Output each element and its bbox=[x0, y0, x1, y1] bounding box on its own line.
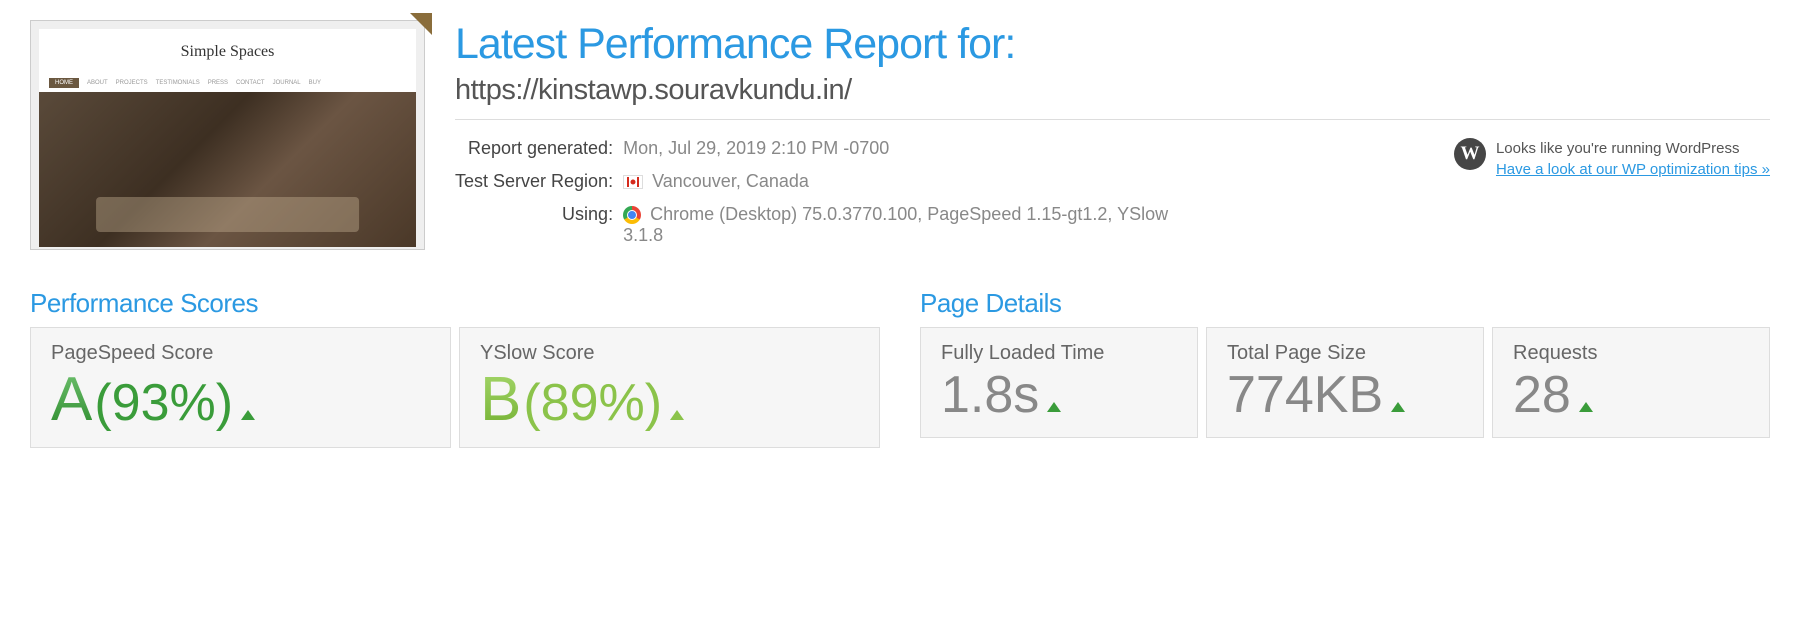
yslow-label: YSlow Score bbox=[480, 342, 859, 365]
requests-value: 28 bbox=[1513, 369, 1571, 421]
thumb-nav-about: ABOUT bbox=[87, 80, 108, 86]
size-label: Total Page Size bbox=[1227, 342, 1463, 365]
wordpress-icon: W bbox=[1454, 138, 1486, 170]
region-label: Test Server Region: bbox=[455, 171, 623, 204]
loaded-label: Fully Loaded Time bbox=[941, 342, 1177, 365]
thumb-nav-buy: BUY bbox=[309, 80, 321, 86]
thumb-nav-journal: JOURNAL bbox=[273, 80, 301, 86]
yslow-card[interactable]: YSlow Score B (89%) bbox=[459, 327, 880, 448]
site-thumbnail[interactable]: Simple Spaces HOME ABOUT PROJECTS TESTIM… bbox=[30, 20, 425, 250]
report-url: https://kinstawp.souravkundu.in/ bbox=[455, 74, 1770, 107]
thumbnail-title: Simple Spaces bbox=[39, 29, 416, 74]
wordpress-notice: W Looks like you're running WordPress Ha… bbox=[1454, 138, 1770, 180]
yslow-percent: (89%) bbox=[523, 377, 662, 429]
canada-flag-icon bbox=[623, 175, 643, 189]
using-value: Chrome (Desktop) 75.0.3770.100, PageSpee… bbox=[623, 204, 1173, 258]
loaded-time-card[interactable]: Fully Loaded Time 1.8s bbox=[920, 327, 1198, 438]
thumb-nav-home: HOME bbox=[49, 78, 79, 88]
generated-label: Report generated: bbox=[455, 138, 623, 171]
thumbnail-image bbox=[39, 92, 416, 247]
thumbnail-nav: HOME ABOUT PROJECTS TESTIMONIALS PRESS C… bbox=[39, 74, 416, 92]
yslow-grade: B bbox=[480, 369, 521, 431]
chrome-icon bbox=[623, 206, 641, 224]
report-title: Latest Performance Report for: bbox=[455, 20, 1770, 69]
requests-label: Requests bbox=[1513, 342, 1749, 365]
caret-up-icon bbox=[241, 410, 255, 420]
wordpress-tips-link[interactable]: Have a look at our WP optimization tips … bbox=[1496, 161, 1770, 178]
thumb-nav-contact: CONTACT bbox=[236, 80, 265, 86]
pagespeed-label: PageSpeed Score bbox=[51, 342, 430, 365]
caret-up-icon bbox=[1579, 402, 1593, 412]
thumb-nav-press: PRESS bbox=[208, 80, 228, 86]
loaded-value: 1.8s bbox=[941, 369, 1039, 421]
page-details-title: Page Details bbox=[920, 288, 1770, 319]
meta-table: Report generated: Mon, Jul 29, 2019 2:10… bbox=[455, 138, 1173, 258]
using-label: Using: bbox=[455, 204, 623, 258]
divider bbox=[455, 119, 1770, 120]
thumb-nav-projects: PROJECTS bbox=[116, 80, 148, 86]
caret-up-icon bbox=[670, 410, 684, 420]
wordpress-detected-text: Looks like you're running WordPress bbox=[1496, 138, 1770, 159]
caret-up-icon bbox=[1391, 402, 1405, 412]
requests-card[interactable]: Requests 28 bbox=[1492, 327, 1770, 438]
caret-up-icon bbox=[1047, 402, 1061, 412]
pagespeed-grade: A bbox=[51, 369, 92, 431]
pagespeed-percent: (93%) bbox=[94, 377, 233, 429]
thumb-nav-testimonials: TESTIMONIALS bbox=[156, 80, 200, 86]
generated-value: Mon, Jul 29, 2019 2:10 PM -0700 bbox=[623, 138, 1173, 171]
pagespeed-card[interactable]: PageSpeed Score A (93%) bbox=[30, 327, 451, 448]
using-text: Chrome (Desktop) 75.0.3770.100, PageSpee… bbox=[623, 204, 1168, 245]
performance-scores-title: Performance Scores bbox=[30, 288, 880, 319]
size-value: 774KB bbox=[1227, 369, 1383, 421]
page-size-card[interactable]: Total Page Size 774KB bbox=[1206, 327, 1484, 438]
region-text: Vancouver, Canada bbox=[652, 171, 809, 191]
region-value: Vancouver, Canada bbox=[623, 171, 1173, 204]
